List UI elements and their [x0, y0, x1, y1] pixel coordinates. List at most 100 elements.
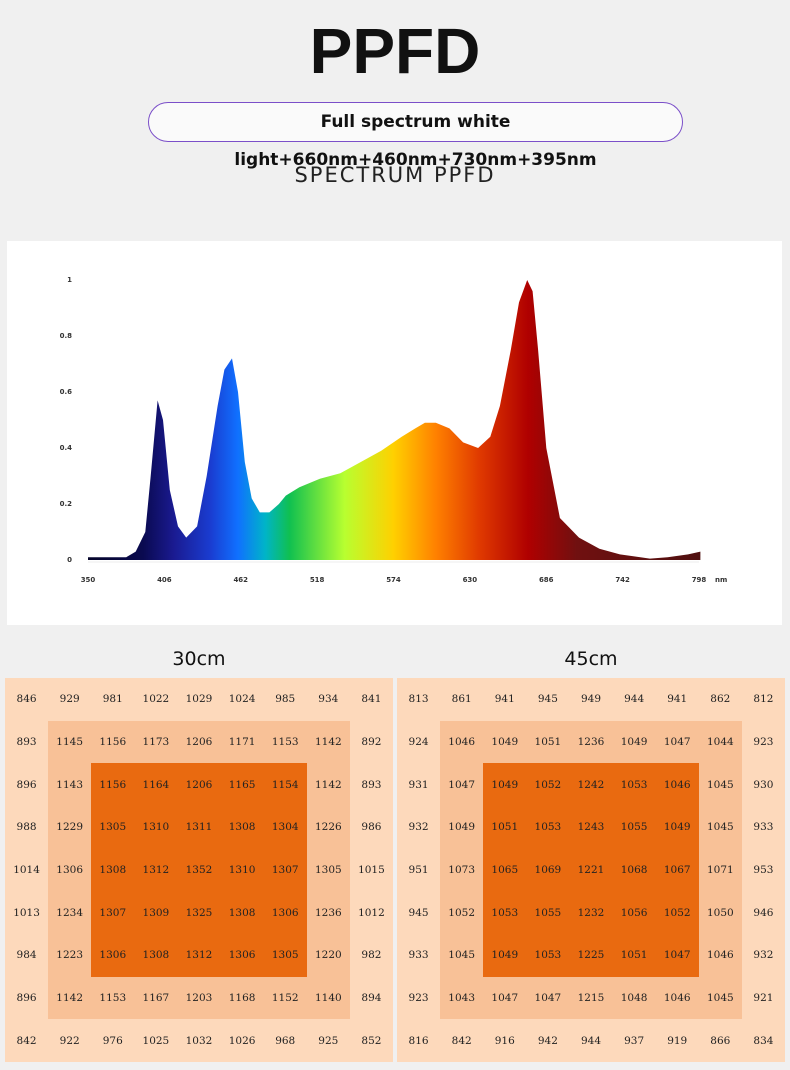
ppfd-cell: 1047	[483, 976, 527, 1020]
ppfd-cell: 1305	[306, 848, 350, 892]
spectrum-chart: 350 406 462 518 574 630 686 742 798 nm 0 0.2 0.4 0.6 0…	[7, 241, 782, 625]
ppfd-cell: 1154	[263, 763, 307, 806]
ppfd-cell: 1229	[48, 806, 92, 849]
ppfd-cell: 1051	[612, 934, 656, 977]
ppfd-cell: 892	[361, 735, 382, 748]
ppfd-cell: 944	[624, 693, 645, 706]
ppfd-cell: 862	[710, 693, 731, 706]
y-tick-label: 0	[67, 556, 72, 564]
ppfd-cell: 1164	[134, 763, 178, 806]
page-title: PPFD	[309, 15, 481, 87]
ppfd-cell: 1165	[220, 763, 264, 806]
ppfd-cell: 1045	[698, 763, 742, 806]
ppfd-cell: 841	[361, 693, 382, 706]
ppfd-cell: 1153	[263, 720, 307, 764]
ppfd-cell: 812	[753, 693, 774, 706]
ppfd-cell: 949	[580, 693, 602, 706]
ppfd-cell: 937	[624, 1034, 645, 1047]
ppfd-cell: 922	[59, 1034, 80, 1047]
ppfd-cell: 896	[16, 991, 37, 1004]
x-tick-label: 406	[157, 576, 172, 584]
ppfd-cell: 1220	[306, 934, 350, 977]
ppfd-cell: 1305	[263, 934, 307, 977]
ppfd-cell: 932	[408, 821, 429, 834]
ppfd-cell: 1223	[48, 934, 92, 977]
ppfd-cell: 893	[361, 778, 382, 791]
ppfd-cell: 1049	[440, 806, 484, 849]
ppfd-cell: 1049	[655, 806, 699, 849]
ppfd-cell: 1221	[569, 848, 613, 892]
ppfd-cell: 1308	[134, 934, 178, 977]
ppfd-cell: 1142	[48, 976, 92, 1020]
ppfd-cell: 1311	[177, 806, 221, 849]
ppfd-cell: 1304	[263, 806, 307, 849]
ppfd-cell: 931	[408, 778, 429, 791]
ppfd-cell: 896	[16, 778, 37, 791]
ppfd-cell: 1053	[612, 763, 656, 806]
ppfd-cell: 813	[408, 693, 429, 706]
x-tick-label: 574	[386, 576, 401, 584]
ppfd-cell: 852	[361, 1034, 382, 1047]
ppfd-cell: 951	[408, 863, 429, 876]
ppfd-cell: 1156	[91, 763, 135, 806]
x-tick-label: 742	[615, 576, 630, 584]
ppfd-cell: 1306	[220, 934, 264, 977]
ppfd-cell: 1052	[526, 763, 570, 806]
ppfd-cell: 1232	[569, 891, 613, 934]
ppfd-cell: 1142	[306, 763, 350, 806]
ppfd-cell: 1145	[48, 720, 92, 764]
ppfd-cell: 1052	[655, 891, 699, 934]
ppfd-cell: 1047	[655, 934, 699, 977]
ppfd-cell: 1236	[569, 720, 613, 764]
ppfd-cell: 1045	[698, 976, 742, 1020]
x-tick-label: 798	[692, 576, 707, 584]
ppfd-cell: 1032	[185, 1034, 213, 1047]
ppfd-cell: 1055	[526, 891, 570, 934]
ppfd-cell: 1025	[142, 1034, 170, 1047]
ppfd-cell: 1026	[228, 1034, 256, 1047]
ppfd-cell: 941	[667, 693, 688, 706]
ppfd-cell: 1308	[220, 806, 264, 849]
ppfd-cell: 1305	[91, 806, 135, 849]
ppfd-cell: 1306	[91, 934, 135, 977]
ppfd-cell: 866	[710, 1034, 731, 1047]
ppfd-cell: 1153	[91, 976, 135, 1020]
ppfd-cell: 929	[59, 693, 80, 706]
x-tick-label: 350	[81, 576, 96, 584]
y-tick-label: 0.8	[60, 332, 73, 340]
ppfd-cell: 1065	[483, 848, 527, 892]
x-axis-label: nm	[715, 576, 727, 584]
ppfd-cell: 1312	[177, 934, 221, 977]
ppfd-cell: 1143	[48, 763, 92, 806]
ppfd-cell: 1309	[134, 891, 178, 934]
ppfd-cell: 1206	[177, 763, 221, 806]
ppfd-cell: 985	[275, 693, 296, 706]
ppfd-cell: 1308	[220, 891, 264, 934]
ppfd-cell: 1012	[358, 906, 385, 919]
ppfd-cell: 1046	[440, 720, 484, 764]
ppfd-cell: 923	[408, 991, 429, 1004]
y-tick-label: 1	[67, 276, 72, 284]
ppfd-cell: 1045	[698, 806, 742, 849]
ppfd-cell: 934	[318, 693, 339, 706]
ppfd-cell: 1022	[142, 693, 170, 706]
section-subtitle: SPECTRUM PPFD	[294, 163, 496, 187]
ppfd-cell: 1014	[13, 863, 40, 876]
ppfd-cell: 1055	[612, 806, 656, 849]
ppfd-cell: 923	[753, 735, 774, 748]
ppfd-cell: 1047	[440, 763, 484, 806]
ppfd-cell: 916	[494, 1034, 515, 1047]
ppfd-cell: 924	[408, 735, 429, 748]
ppfd-cell: 1053	[526, 934, 570, 977]
y-tick-label: 0.2	[60, 500, 73, 508]
ppfd-cell: 1352	[177, 848, 221, 892]
ppfd-cell: 1053	[483, 891, 527, 934]
ppfd-cell: 1056	[612, 891, 656, 934]
ppfd-cell: 1046	[698, 934, 742, 977]
ppfd-cell: 1046	[655, 976, 699, 1020]
ppfd-cell: 1049	[483, 763, 527, 806]
ppfd-cell: 842	[451, 1034, 472, 1047]
ppfd-cell: 1167	[134, 976, 178, 1020]
ppfd-cell: 1049	[483, 934, 527, 977]
ppfd-cell: 1173	[134, 720, 178, 764]
